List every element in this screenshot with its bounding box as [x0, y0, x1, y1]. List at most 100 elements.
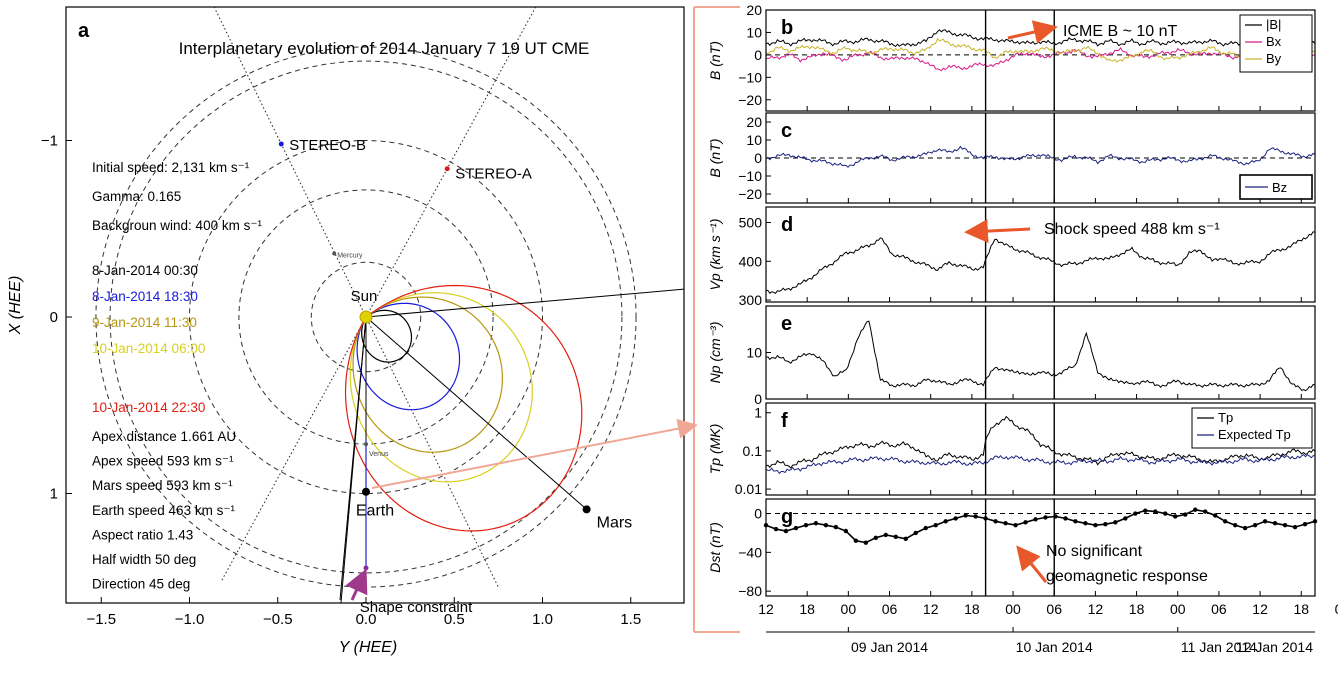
ytick-label: 0 [754, 506, 762, 522]
legend-entry: Bz [1272, 180, 1287, 195]
earth-marker [362, 487, 370, 496]
dst-point [1093, 522, 1098, 528]
dst-point [793, 525, 799, 531]
a-info-line: Backgroun wind: 400 km s⁻¹ [92, 218, 262, 233]
dst-point [853, 538, 859, 543]
mercury-marker [332, 251, 337, 256]
ytick-label: −20 [738, 92, 762, 108]
dst-point [1292, 524, 1298, 530]
a-xtick-label: 0.5 [444, 611, 465, 628]
venus-label: Venus [369, 451, 389, 458]
series-line-bx [765, 46, 1316, 72]
dst-point [903, 536, 908, 541]
panel-a-xlabel: Y (HEE) [339, 639, 397, 656]
series-line-expected-tp [765, 453, 1315, 475]
shock-annotation: Shock speed 488 km s⁻¹ [1044, 221, 1220, 238]
dst-arrow [1016, 545, 1048, 583]
earth-to-insitu-arrow [371, 418, 698, 489]
time-tick-label: 18 [799, 601, 815, 617]
ytick-label: 1 [754, 405, 762, 421]
dst-point [783, 528, 789, 534]
panel-b: −20 −10 0 10 20 b B (nT) |B| Bx By ICME B ~ 10 nT [707, 2, 1316, 112]
ytick-label: −40 [738, 544, 762, 560]
time-tick-label: 06 [1046, 601, 1062, 617]
dst-point [1073, 519, 1078, 524]
dst-point [843, 528, 849, 534]
ytick-label: 500 [739, 215, 763, 231]
legend-entry: Tp [1218, 410, 1233, 425]
cme-edge-1 [365, 288, 684, 318]
legend-entry: Bx [1266, 34, 1282, 49]
time-tick-label: 06 [882, 601, 898, 617]
a-info-line: Initial speed: 2,131 km s⁻¹ [92, 160, 250, 175]
a-stat-line: Mars speed 593 km s⁻¹ [92, 478, 233, 493]
dst-point [1193, 507, 1198, 512]
time-tick-label: 06 [1211, 601, 1227, 617]
series-line-np [765, 320, 1316, 392]
dst-point [973, 514, 978, 519]
legend-entry: |B| [1266, 17, 1281, 32]
orbit-mars [109, 60, 623, 574]
panel-a-label: a [78, 20, 90, 42]
panel-ylabel: B (nT) [707, 139, 723, 178]
panel-label: c [781, 120, 792, 142]
panel-a-title: Interplanetary evolution of 2014 January… [179, 39, 590, 58]
a-xtick-label: −0.5 [263, 611, 293, 628]
panel-label: e [781, 313, 792, 335]
a-ytick-label: 1 [50, 486, 58, 503]
dst-point [1113, 520, 1118, 525]
dst-point [923, 525, 928, 531]
cme-front-2 [352, 296, 504, 453]
legend-entry: By [1266, 51, 1282, 66]
panel-a-shape-constraint: Shape constraint [360, 599, 473, 616]
dst-point [813, 521, 819, 526]
a-timestamp: 9-Jan-2014 11:30 [92, 315, 197, 330]
dst-point [1242, 525, 1248, 531]
stereo-b-marker [278, 141, 284, 147]
dst-annotation-line1: No significant [1046, 543, 1143, 560]
a-ytick-label: −1 [41, 133, 58, 150]
legend-box [1191, 407, 1313, 449]
a-stat-line: Apex distance 1.661 AU [92, 429, 236, 444]
dst-point [1282, 522, 1288, 528]
dst-point [1272, 521, 1278, 526]
ytick-label: 0.01 [735, 481, 762, 497]
time-tick-label: 12 [923, 601, 939, 617]
panel-f-frame [765, 402, 1316, 496]
dst-point [883, 532, 888, 538]
ytick-label: 300 [739, 292, 763, 308]
time-tick-label: 12 [758, 601, 774, 617]
series-line-by [765, 37, 1316, 63]
day-label: 10 Jan 2014 [1016, 639, 1093, 655]
panel-label: b [781, 17, 793, 39]
dst-point [1252, 522, 1258, 528]
dst-annotation-line2: geomagnetic response [1046, 568, 1208, 585]
day-label: 12 Jan 2014 [1236, 639, 1313, 655]
series-line--b- [765, 29, 1316, 48]
ytick-label: 0 [754, 150, 762, 166]
day-label: 09 Jan 2014 [851, 639, 928, 655]
dst-point [993, 519, 998, 524]
sun-marker [359, 310, 373, 324]
ytick-label: 0 [754, 47, 762, 63]
a-timestamp: 10-Jan-2014 06:00 [92, 341, 205, 356]
mars-marker [582, 505, 591, 514]
dst-point [1003, 521, 1008, 526]
mercury-label: Mercury [337, 252, 363, 259]
icme-annotation: ICME B ~ 10 nT [1063, 23, 1177, 40]
panel-c: −20 −10 0 10 20 c B (nT) Bz [707, 112, 1316, 204]
a-stat-line: Apex speed 593 km s⁻¹ [92, 454, 234, 469]
panel-ylabel: B (nT) [707, 41, 723, 80]
ytick-label: 10 [746, 345, 762, 361]
panel-a-frame [65, 6, 685, 604]
panel-a-orbit-plot: Sun Mercury Venus Earth Mars STEREO-B STEREO-A… [7, 6, 685, 656]
panel-e: 0 10 e Np (cm⁻³) [707, 305, 1316, 407]
panel-label: d [781, 214, 793, 236]
a-xtick-label: 1.0 [532, 611, 553, 628]
dst-point [893, 534, 898, 540]
cme-front-0 [361, 309, 413, 363]
sun-earth-left-line [339, 316, 367, 601]
dst-point [1302, 522, 1308, 527]
panel-g-frame [765, 498, 1316, 597]
a-timestamp: 8-Jan-2014 18:30 [92, 289, 198, 304]
